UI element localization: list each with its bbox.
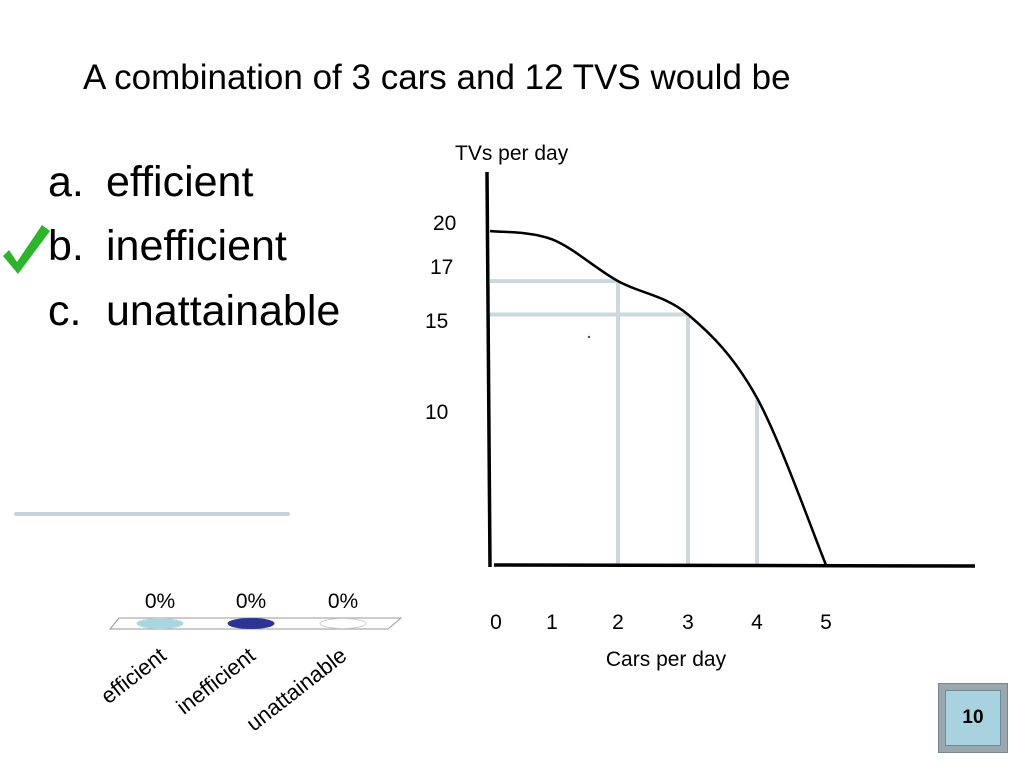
choice-text: efficient bbox=[106, 158, 254, 206]
poll-percent-inefficient: 0% bbox=[235, 590, 267, 613]
poll-bar bbox=[108, 617, 403, 630]
x-tick-label-1: 1 bbox=[546, 611, 558, 634]
choice-text: inefficient bbox=[106, 222, 287, 270]
y-tick-label-15: 15 bbox=[425, 310, 448, 333]
choice-a[interactable]: a. efficient bbox=[48, 158, 253, 207]
y-axis-label: TVs per day bbox=[455, 142, 569, 165]
slide-title: A combination of 3 cars and 12 TVS would… bbox=[83, 58, 791, 97]
timer-value: 10 bbox=[962, 707, 984, 728]
swatch-unattainable bbox=[319, 618, 367, 629]
ppf-curve bbox=[489, 229, 828, 566]
stray-dot bbox=[587, 335, 591, 339]
x-axis-label: Cars per day bbox=[606, 648, 727, 671]
poll-label-inefficient: inefficient bbox=[172, 642, 261, 720]
countdown-timer: 10 bbox=[938, 683, 1008, 753]
swatch-efficient bbox=[136, 618, 184, 629]
poll-label-unattainable: unattainable bbox=[241, 642, 352, 737]
x-tick-label-5: 5 bbox=[820, 611, 832, 634]
x-tick-label-4: 4 bbox=[751, 611, 763, 634]
choice-letter: a. bbox=[48, 158, 84, 206]
choice-letter: b. bbox=[48, 222, 84, 270]
x-axis bbox=[493, 563, 976, 568]
choice-text: unattainable bbox=[106, 287, 341, 335]
choice-c[interactable]: c. unattainable bbox=[48, 287, 340, 336]
response-poll: 0% 0% 0% efficient inefficient unattaina… bbox=[96, 585, 405, 755]
y-axis bbox=[485, 171, 492, 568]
y-tick-label-20: 20 bbox=[433, 212, 456, 235]
y-tick-label-17: 17 bbox=[430, 256, 453, 279]
poll-label-efficient: efficient bbox=[95, 642, 171, 709]
x-tick-label-2: 2 bbox=[612, 611, 624, 634]
poll-percent-unattainable: 0% bbox=[327, 590, 359, 613]
x-tick-label-0: 0 bbox=[490, 611, 502, 634]
y-tick-label-10: 10 bbox=[425, 401, 448, 424]
x-tick-label-3: 3 bbox=[682, 611, 694, 634]
poll-percent-efficient: 0% bbox=[144, 590, 176, 613]
checkmark-icon bbox=[0, 222, 52, 283]
answer-blank-line bbox=[14, 512, 290, 516]
swatch-inefficient bbox=[227, 618, 275, 629]
choice-letter: c. bbox=[48, 287, 82, 335]
choice-b[interactable]: b. inefficient bbox=[48, 222, 287, 271]
